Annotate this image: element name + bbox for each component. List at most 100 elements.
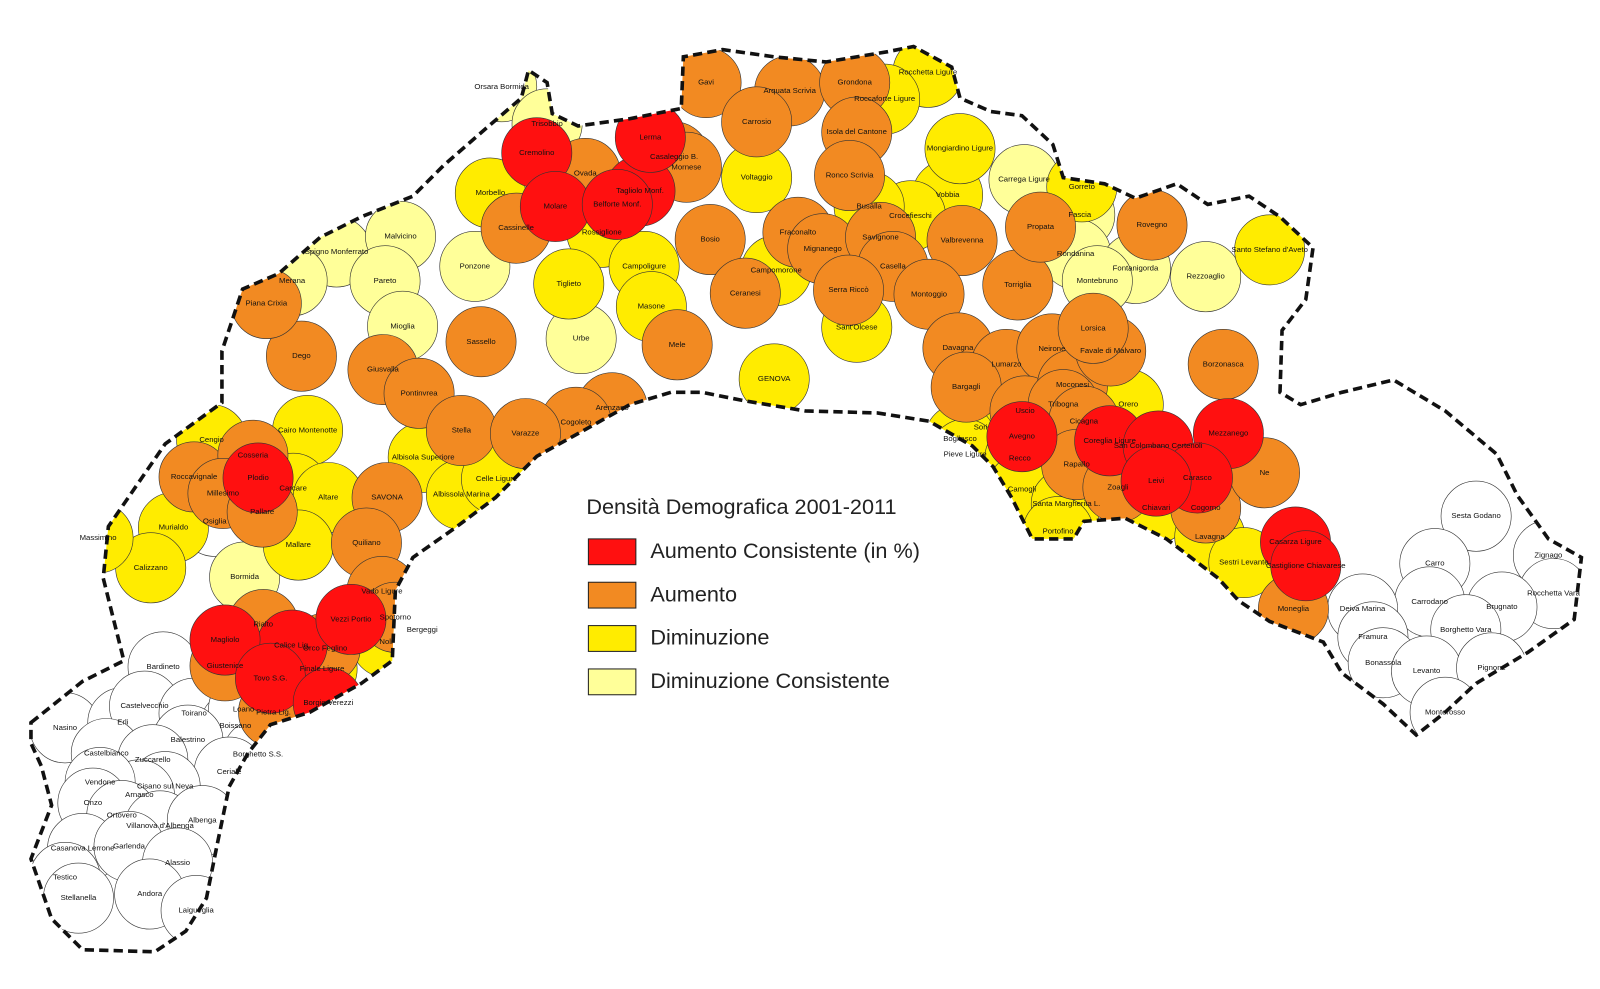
municipality-label: Fraconalto — [780, 227, 817, 236]
municipality-label: Molare — [544, 202, 568, 211]
municipality-label: Arnasco — [125, 790, 153, 799]
municipality-label: Castiglione Chiavarese — [1266, 561, 1346, 570]
municipality-label: Bosio — [701, 235, 720, 244]
municipality-label: Erli — [117, 718, 128, 727]
municipality-label: Tiglieto — [556, 279, 581, 288]
municipality-label: Rossiglione — [582, 227, 622, 236]
municipality-area — [674, 204, 746, 275]
municipality-label: Mallare — [286, 540, 311, 549]
municipality-label: Piana Crixia — [245, 299, 287, 308]
municipality-label: Portofino — [1043, 527, 1074, 536]
municipality-label: Cisano sul Neva — [137, 782, 194, 791]
municipality-label: Calice Lig. — [274, 640, 310, 649]
unshaded-area — [1440, 480, 1512, 552]
municipality-label: Altare — [318, 493, 338, 502]
municipality-label: Recco — [1009, 453, 1031, 462]
municipality-label: Brugnato — [1486, 602, 1517, 611]
municipality-label: Alassio — [165, 858, 190, 867]
municipality-label: Casanova Lerrone — [51, 844, 115, 853]
municipality-label: Campomorone — [751, 266, 802, 275]
municipality-label: Sestri Levante — [1219, 558, 1268, 567]
municipality-label: Albissola Marina — [433, 490, 490, 499]
municipality-label: Serra Riccò — [828, 285, 868, 294]
municipality-label: Montoggio — [911, 289, 947, 298]
municipality-label: Pontinvrea — [401, 388, 439, 397]
municipality-area — [814, 140, 885, 211]
municipality-label: Giusvalla — [367, 365, 400, 374]
municipality-label: Monterosso — [1425, 707, 1465, 716]
municipality-label: Nasino — [53, 723, 77, 732]
municipality-label: Casella — [880, 261, 906, 270]
municipality-label: Noli — [379, 637, 393, 646]
municipality-label: Finale Ligure — [300, 664, 345, 673]
municipality-label: Boissano — [219, 721, 251, 730]
municipality-label: Spotorno — [380, 612, 411, 621]
municipality-label: Voltaggio — [741, 173, 773, 182]
municipality-label: Pareto — [374, 276, 397, 285]
municipality-label: Zignago — [1534, 550, 1562, 559]
municipality-label: Borghetto S.S. — [233, 750, 283, 759]
municipality-label: Laigueglia — [178, 906, 214, 915]
municipality-label: Isola del Cantone — [827, 127, 887, 136]
municipality-label: Trisobbio — [531, 119, 563, 128]
municipality-area — [1005, 191, 1076, 263]
municipality-label: Albenga — [188, 816, 217, 825]
municipality-label: Fontanigorda — [1113, 263, 1159, 272]
municipality-label: Rezzoaglio — [1187, 272, 1225, 281]
municipality-label: San Colombano Certenoli — [1114, 441, 1203, 450]
municipality-label: Massimino — [80, 533, 117, 542]
municipality-label: Cicagna — [1070, 416, 1099, 425]
municipality-label: Casarza Ligure — [1269, 537, 1321, 546]
municipality-label: Onzo — [84, 798, 103, 807]
municipality-label: Valbrevenna — [941, 236, 985, 245]
municipality-label: Bardineto — [147, 662, 180, 671]
municipality-label: Gorreto — [1069, 182, 1095, 191]
municipality-label: Mezzanego — [1208, 429, 1248, 438]
municipality-label: Pieve Ligure — [944, 449, 987, 458]
municipality-label: Bormida — [230, 572, 259, 581]
municipality-label: Ceranesi — [730, 288, 761, 297]
municipality-label: Stellanella — [61, 893, 97, 902]
legend: Densità Demografica 2001-2011 Aumento Co… — [586, 494, 920, 696]
municipality-label: Neirone — [1038, 344, 1065, 353]
municipality-label: Lavagna — [1195, 532, 1225, 541]
municipality-label: Camogli — [1008, 484, 1037, 493]
municipality-label: Tagliolo Monf. — [616, 186, 664, 195]
municipality-area — [1057, 292, 1129, 364]
municipality-label: Rialto — [253, 620, 273, 629]
municipality-area — [1270, 530, 1342, 602]
municipality-label: Toirano — [181, 708, 206, 717]
municipality-label: Framura — [1358, 632, 1388, 641]
municipality-label: Santa Margherita L. — [1032, 499, 1100, 508]
municipality-label: Varazze — [512, 429, 540, 438]
municipality-label: Malvicino — [384, 231, 416, 240]
municipality-area — [1120, 445, 1192, 517]
municipality-label: Ovada — [574, 169, 597, 178]
municipality-label: Rondanina — [1057, 249, 1095, 258]
municipality-area — [266, 320, 337, 392]
municipality-area — [581, 169, 653, 240]
municipality-label: Borzonasca — [1203, 359, 1245, 368]
municipality-label: Castelvecchio — [120, 701, 168, 710]
municipality-label: Tovo S.G. — [253, 673, 287, 682]
municipality-label: Dego — [292, 351, 311, 360]
municipality-label: Belforte Monf. — [593, 199, 641, 208]
municipality-label: Borgio Verezzi — [303, 698, 353, 707]
municipality-area — [709, 257, 781, 329]
municipality-label: Carcare — [279, 483, 307, 492]
municipality-area — [986, 401, 1058, 473]
municipality-label: Rocchetta Ligure — [899, 67, 957, 76]
municipality-label: Grondona — [838, 78, 873, 87]
municipality-label: Pallare — [250, 507, 274, 516]
municipality-label: Borghetto Vara — [1440, 625, 1492, 634]
municipality-label: Orsara Bormida — [474, 82, 529, 91]
municipality-label: Sant'Olcese — [836, 322, 877, 331]
municipality-label: SAVONA — [371, 493, 404, 502]
municipality-label: Roccaforte Ligure — [854, 94, 915, 103]
municipality-label: Savignone — [862, 233, 899, 242]
municipality-label: Ne — [1260, 468, 1270, 477]
municipality-label: Vado Ligure — [361, 587, 402, 596]
municipality-label: Ronco Scrivia — [826, 171, 874, 180]
municipality-label: Masone — [638, 302, 666, 311]
municipality-label: Avegno — [1009, 432, 1035, 441]
